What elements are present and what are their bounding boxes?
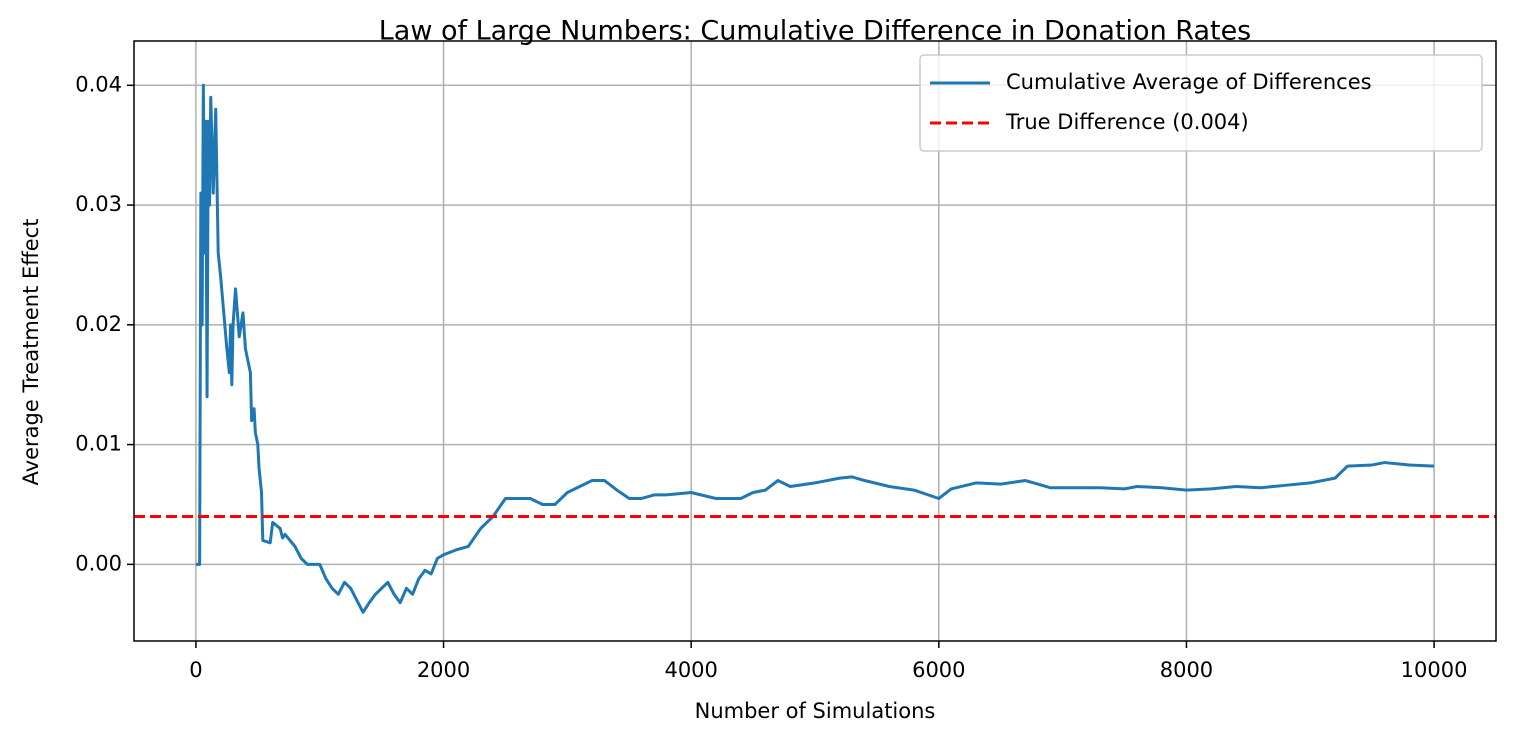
legend-label: True Difference (0.004) — [1005, 110, 1249, 134]
x-tick-label: 0 — [189, 658, 202, 682]
x-tick-label: 2000 — [417, 658, 470, 682]
legend-box — [919, 54, 1483, 152]
x-tick-label: 6000 — [912, 658, 965, 682]
x-tick-label: 4000 — [664, 658, 717, 682]
y-tick-label: 0.00 — [75, 551, 122, 575]
y-axis-label: Average Treatment Effect — [19, 219, 43, 486]
chart-title: Law of Large Numbers: Cumulative Differe… — [379, 16, 1252, 47]
y-tick-label: 0.03 — [75, 192, 122, 216]
y-tick-label: 0.04 — [75, 72, 122, 96]
y-tick-label: 0.02 — [75, 312, 122, 336]
y-tick-label: 0.01 — [75, 432, 122, 456]
x-axis-label: Number of Simulations — [695, 699, 936, 723]
legend-label: Cumulative Average of Differences — [1006, 70, 1372, 94]
x-tick-label: 10000 — [1401, 658, 1468, 682]
x-tick-label: 8000 — [1160, 658, 1213, 682]
data-line — [195, 83, 1435, 614]
plot-frame — [133, 40, 1497, 642]
